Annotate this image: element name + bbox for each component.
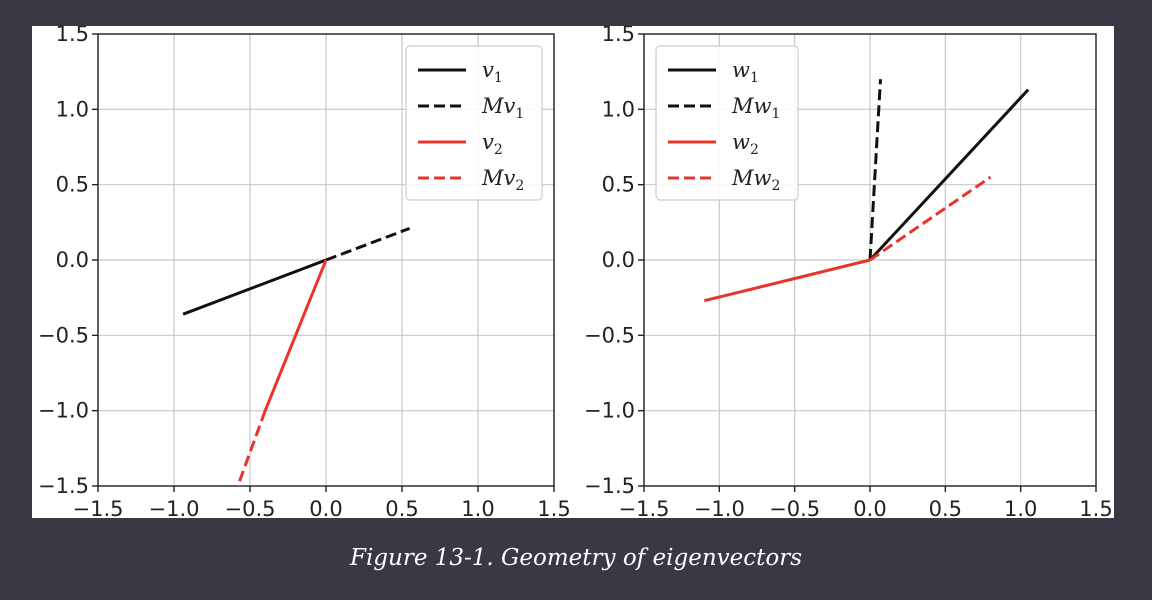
legend-entry: Mw1 xyxy=(731,94,780,122)
eigenvector-figure: −1.5 −1.0 −0.5 0.0 0.5 1.0 1.5 −1.5 −1.0 −0.5 0.0 0… xyxy=(38,26,1113,518)
y-tick-label: −1.5 xyxy=(584,474,635,498)
y-tick-label: 0.0 xyxy=(602,248,635,272)
y-tick-label: 1.5 xyxy=(56,26,89,46)
x-tick-label: 0.0 xyxy=(853,497,886,518)
series-line-mv1 xyxy=(325,226,411,262)
y-tick-label: −1.0 xyxy=(38,399,89,423)
y-tick-label: 1.0 xyxy=(602,97,635,121)
y-tick-label: 1.0 xyxy=(56,97,89,121)
legend-entry: Mv1 xyxy=(481,94,524,122)
legend-entry: w1 xyxy=(732,58,759,86)
y-tick-label: 1.5 xyxy=(602,26,635,46)
figure-caption: Figure 13-1. Geometry of eigenvectors xyxy=(349,545,802,571)
legend-box xyxy=(405,45,543,201)
legend-entry: w2 xyxy=(732,130,759,158)
y-tick-label: −1.0 xyxy=(584,399,635,423)
x-tick-label: −0.5 xyxy=(225,497,276,518)
x-tick-label: 1.5 xyxy=(537,497,570,518)
chart-2: −1.5 −1.0 −0.5 0.0 0.5 1.0 1.5 −1.5 −1.0 −0.5 0.0 0… xyxy=(584,26,1113,518)
series-line-mw1 xyxy=(868,79,882,261)
x-tick-label: −1.0 xyxy=(149,497,200,518)
y-tick-label: −1.5 xyxy=(38,474,89,498)
y-tick-label: 0.0 xyxy=(56,248,89,272)
series-line-v2 xyxy=(263,259,328,412)
series-line-v1 xyxy=(182,258,327,316)
x-tick-label: 0.0 xyxy=(309,497,342,518)
x-tick-label: 0.5 xyxy=(929,497,962,518)
legend-box xyxy=(655,45,799,201)
y-tick-label: 0.5 xyxy=(56,173,89,197)
x-tick-label: 1.0 xyxy=(461,497,494,518)
legend-entry: Mw2 xyxy=(731,166,780,194)
series-line-w2 xyxy=(703,258,871,303)
series-line-w1 xyxy=(868,88,1030,262)
y-tick-label: 0.5 xyxy=(602,173,635,197)
legend: w1 Mw1 w2 Mw2 xyxy=(655,45,799,201)
x-tick-label: −1.5 xyxy=(73,497,124,518)
series-line-mw2 xyxy=(869,175,992,262)
chart-1: −1.5 −1.0 −0.5 0.0 0.5 1.0 1.5 −1.5 −1.0 −0.5 0.0 0… xyxy=(38,26,571,518)
series-line-mv2 xyxy=(236,410,267,487)
x-tick-label: −0.5 xyxy=(769,497,820,518)
x-tick-label: 1.0 xyxy=(1004,497,1037,518)
y-tick-label: −0.5 xyxy=(38,323,89,347)
y-tick-label: −0.5 xyxy=(584,323,635,347)
legend-entry: Mv2 xyxy=(481,166,524,194)
x-tick-label: 1.5 xyxy=(1079,497,1112,518)
x-tick-label: −1.5 xyxy=(619,497,670,518)
legend-entry: v2 xyxy=(482,130,503,158)
x-tick-label: −1.0 xyxy=(694,497,745,518)
figure-panel: −1.5 −1.0 −0.5 0.0 0.5 1.0 1.5 −1.5 −1.0 −0.5 0.0 0… xyxy=(32,26,1114,518)
legend-entry: v1 xyxy=(482,58,503,86)
legend: v1 Mv1 v2 Mv2 xyxy=(405,45,543,201)
x-tick-label: 0.5 xyxy=(385,497,418,518)
